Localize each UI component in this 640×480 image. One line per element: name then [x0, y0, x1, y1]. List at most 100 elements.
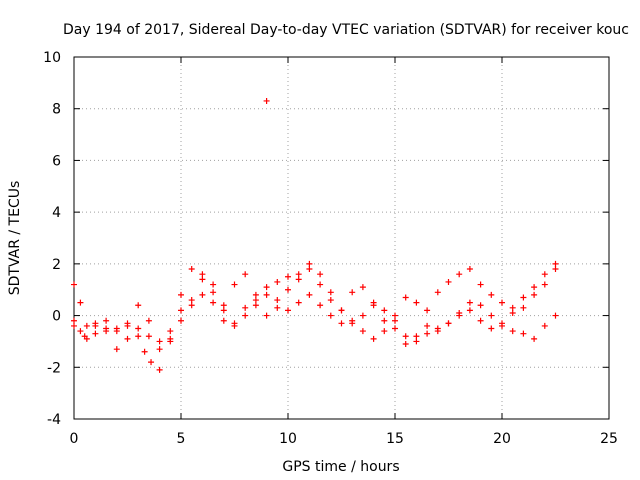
data-point	[370, 335, 377, 342]
data-point	[317, 302, 324, 309]
data-point	[220, 317, 227, 324]
data-point	[402, 341, 409, 348]
series-trace-b	[71, 260, 559, 353]
x-tick-label: 20	[493, 431, 511, 447]
data-point	[77, 299, 84, 306]
data-point	[424, 307, 431, 314]
data-point	[520, 330, 527, 337]
data-point	[541, 281, 548, 288]
data-point	[531, 335, 538, 342]
data-point	[445, 278, 452, 285]
data-point	[466, 266, 473, 273]
data-point	[220, 302, 227, 309]
x-tick-label: 15	[386, 431, 404, 447]
y-axis-label: SDTVAR / TECUs	[7, 181, 23, 296]
data-point	[148, 359, 155, 366]
data-point	[306, 291, 313, 298]
data-point	[477, 302, 484, 309]
x-tick-label: 5	[177, 431, 186, 447]
data-point	[499, 322, 505, 329]
data-point	[552, 312, 559, 319]
x-tick-label: 0	[70, 431, 79, 447]
data-point	[434, 328, 441, 335]
data-point	[188, 302, 195, 309]
data-point	[317, 281, 324, 288]
data-point	[466, 299, 473, 306]
data-point	[263, 284, 270, 291]
y-tick-label: -2	[47, 360, 61, 376]
data-point	[445, 320, 452, 327]
data-point	[199, 271, 206, 278]
data-point	[488, 291, 495, 298]
data-point	[135, 302, 142, 309]
data-point	[210, 281, 217, 288]
data-point	[252, 297, 259, 304]
data-point	[306, 260, 313, 267]
data-point	[327, 289, 334, 296]
data-point	[541, 322, 548, 329]
data-point	[156, 346, 163, 353]
data-point	[424, 330, 431, 337]
data-point	[413, 338, 420, 345]
data-point	[456, 309, 463, 316]
data-point	[210, 299, 217, 306]
data-point	[477, 317, 484, 324]
data-point	[92, 330, 99, 337]
data-point	[210, 289, 217, 296]
data-point	[231, 322, 238, 329]
data-point	[156, 366, 163, 373]
series-trace-c	[71, 291, 559, 353]
data-point	[295, 271, 302, 278]
data-point	[488, 312, 495, 319]
data-point	[141, 348, 148, 355]
data-point	[359, 328, 366, 335]
data-point	[392, 325, 398, 332]
data-point	[71, 317, 77, 324]
y-tick-label: 6	[52, 153, 61, 169]
data-point	[499, 299, 505, 306]
series-trace-a	[71, 266, 559, 373]
data-point	[509, 304, 516, 311]
data-point	[349, 289, 356, 296]
data-point	[295, 276, 302, 283]
data-point	[274, 278, 281, 285]
data-point	[124, 335, 131, 342]
data-point	[167, 335, 174, 342]
data-point	[178, 317, 184, 324]
data-point	[103, 317, 110, 324]
data-point	[199, 276, 206, 283]
data-point	[402, 333, 409, 340]
data-point	[145, 317, 152, 324]
data-point	[71, 281, 77, 288]
data-point	[306, 266, 313, 273]
data-point	[466, 307, 473, 314]
data-point	[274, 297, 281, 304]
data-point	[381, 317, 388, 324]
data-point	[392, 317, 398, 324]
data-point	[413, 333, 420, 340]
data-point	[242, 271, 249, 278]
y-tick-label: 4	[52, 205, 61, 221]
data-point	[338, 320, 345, 327]
data-point	[188, 297, 195, 304]
data-point	[113, 346, 120, 353]
data-point	[242, 304, 249, 311]
y-tick-label: 0	[52, 309, 61, 325]
data-point	[252, 302, 259, 309]
data-point	[295, 299, 302, 306]
data-point	[359, 284, 366, 291]
data-point	[81, 333, 88, 340]
data-point	[327, 312, 334, 319]
data-point	[434, 289, 441, 296]
data-point	[488, 325, 495, 332]
data-point	[424, 322, 431, 329]
data-point	[156, 338, 163, 345]
y-tick-label: -4	[47, 412, 61, 428]
data-point	[520, 294, 527, 301]
grid	[74, 57, 609, 419]
data-point	[402, 294, 409, 301]
data-point	[381, 307, 388, 314]
data-point	[263, 312, 270, 319]
data-point	[135, 333, 142, 340]
